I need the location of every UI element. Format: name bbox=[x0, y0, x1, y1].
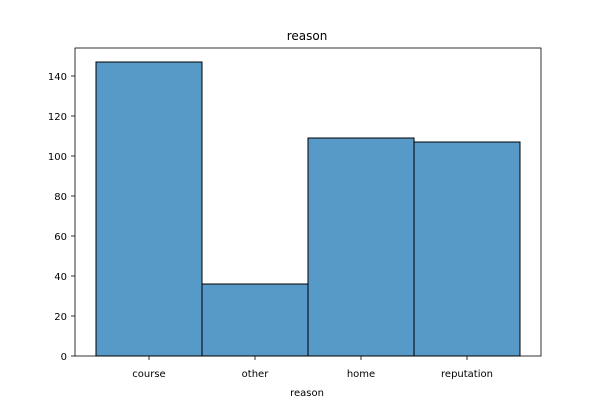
chart-title: reason bbox=[287, 29, 328, 43]
y-axis: 0 20 40 60 80 100 120 140 bbox=[48, 72, 75, 363]
bars-group bbox=[95, 61, 521, 357]
y-tick-label-20: 20 bbox=[54, 312, 67, 323]
y-tick-label-60: 60 bbox=[54, 232, 67, 243]
y-tick-label-80: 80 bbox=[54, 192, 67, 203]
x-axis-title: reason bbox=[290, 388, 324, 399]
x-tick-label-course: course bbox=[132, 369, 165, 380]
x-tick-label-reputation: reputation bbox=[441, 369, 493, 380]
bar-home bbox=[307, 137, 415, 357]
y-tick-label-40: 40 bbox=[54, 272, 67, 283]
x-tick-label-other: other bbox=[242, 369, 270, 380]
y-tick-label-140: 140 bbox=[48, 72, 67, 83]
y-tick-label-0: 0 bbox=[61, 352, 67, 363]
x-tick-label-home: home bbox=[347, 369, 375, 380]
bar-other bbox=[201, 283, 309, 357]
x-axis: course other home reputation bbox=[132, 356, 493, 380]
y-tick-label-100: 100 bbox=[48, 152, 67, 163]
bar-course bbox=[95, 61, 203, 357]
y-tick-label-120: 120 bbox=[48, 112, 67, 123]
bar-reputation bbox=[413, 141, 521, 357]
plot-frame bbox=[74, 47, 542, 357]
